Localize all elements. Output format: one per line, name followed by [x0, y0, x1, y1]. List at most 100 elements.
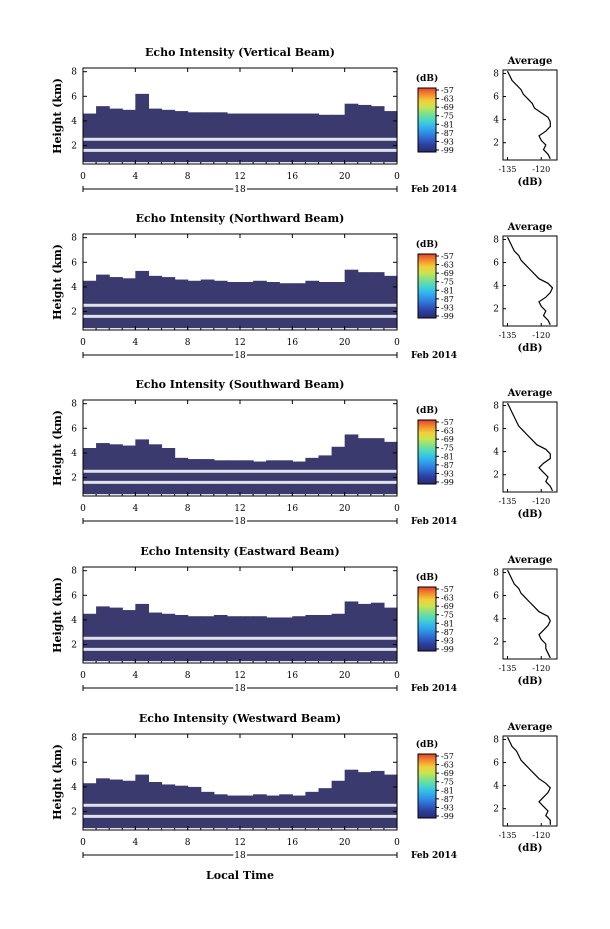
avg-x-tick-label: -135 — [499, 165, 517, 174]
avg-x-tick-label: -135 — [499, 497, 517, 506]
heatmap-column — [266, 795, 280, 829]
colorbar-tick-label: -75 — [441, 444, 454, 453]
heatmap-column — [161, 109, 176, 163]
heatmap-column — [213, 460, 228, 495]
avg-y-tick-label: 8 — [493, 69, 499, 79]
heatmap-column — [109, 108, 123, 163]
avg-frame — [502, 735, 558, 827]
heatmap-column — [213, 794, 228, 829]
heatmap-cells — [83, 93, 398, 163]
avg-x-tick-label: -120 — [532, 497, 550, 506]
colorbar-tick-label: -63 — [441, 761, 454, 770]
heatmap-column — [135, 774, 150, 829]
x-tick-label: 0 — [80, 838, 86, 848]
avg-profile-line — [506, 402, 554, 492]
x-tick-label: 0 — [394, 172, 400, 182]
y-tick-label: 6 — [71, 591, 77, 601]
heatmap-column — [122, 278, 136, 329]
panel-title: Echo Intensity (Westward Beam) — [139, 712, 341, 725]
colorbar-tick-label: -93 — [441, 803, 454, 812]
heatmap-column — [292, 461, 307, 495]
avg-x-tick-label: -120 — [532, 165, 550, 174]
day-label: 18 — [234, 351, 246, 361]
colorbar-tick-label: -75 — [441, 778, 454, 787]
colorbar-tick-label: -63 — [441, 261, 454, 270]
x-tick-label: 8 — [185, 504, 191, 514]
avg-title: Average — [507, 222, 553, 233]
colorbar-tick-label: -99 — [441, 812, 454, 821]
y-axis-label: Height (km) — [51, 577, 64, 653]
x-tick-label: 16 — [287, 671, 299, 681]
heatmap-column — [109, 607, 123, 662]
avg-frame — [502, 568, 558, 660]
heatmap-column — [370, 602, 385, 662]
heatmap-column — [96, 106, 110, 163]
avg-profile-line — [506, 569, 551, 659]
x-tick-label: 8 — [185, 838, 191, 848]
heatmap-column — [370, 770, 385, 829]
heatmap-column — [344, 601, 359, 662]
colorbar-tick-label: -57 — [441, 252, 454, 261]
x-tick-label: 20 — [339, 838, 351, 848]
avg-y-tick-label: 8 — [493, 735, 499, 745]
avg-title: Average — [507, 722, 553, 733]
colorbar-tick-label: -57 — [441, 86, 454, 95]
y-axis-label: Height (km) — [51, 744, 64, 820]
colorbar — [417, 87, 437, 153]
avg-y-tick-label: 6 — [493, 592, 499, 602]
avg-x-tick-label: -120 — [532, 664, 550, 673]
colorbar — [417, 586, 437, 652]
colorbar-tick-label: -75 — [441, 278, 454, 287]
day-label: 18 — [234, 684, 246, 694]
heatmap-column — [266, 460, 280, 495]
heatmap-column — [344, 103, 359, 163]
heatmap-column — [122, 109, 136, 163]
x-tick-label: 20 — [339, 338, 351, 348]
x-tick-label: 0 — [394, 838, 400, 848]
colorbar-tick-label: -99 — [441, 146, 454, 155]
y-tick-label: 4 — [71, 283, 77, 293]
heatmap-column — [226, 795, 241, 829]
avg-x-tick-label: -120 — [532, 331, 550, 340]
colorbar-tick-label: -69 — [441, 435, 454, 444]
avg-title: Average — [507, 56, 553, 67]
y-tick-label: 8 — [71, 567, 77, 577]
colorbar-tick-label: -81 — [441, 452, 454, 461]
heatmap-column — [135, 270, 150, 329]
y-tick-label: 6 — [71, 758, 77, 768]
x-tick-label: 4 — [132, 671, 138, 681]
date-label: Feb 2014 — [411, 185, 457, 195]
colorbar-tick-label: -57 — [441, 585, 454, 594]
heatmap-column — [96, 778, 110, 829]
y-tick-label: 8 — [71, 734, 77, 744]
avg-x-label: (dB) — [518, 676, 543, 687]
colorbar-tick-label: -99 — [441, 645, 454, 654]
x-tick-label: 0 — [80, 671, 86, 681]
x-tick-label: 12 — [234, 172, 245, 182]
y-tick-label: 2 — [71, 142, 77, 152]
heatmap-column — [187, 786, 202, 829]
heatmap-column — [357, 603, 372, 662]
heatmap-column — [148, 444, 163, 495]
heatmap-gap — [83, 814, 397, 818]
heatmap-column — [174, 785, 189, 829]
y-tick-label: 6 — [71, 424, 77, 434]
heatmap-column — [226, 460, 241, 495]
avg-x-label: (dB) — [518, 343, 543, 354]
heatmap-column — [253, 794, 267, 829]
y-axis-label: Height (km) — [51, 78, 64, 154]
panel-4: Echo Intensity (Eastward Beam) 2 4 6 8 Height… — [51, 545, 558, 696]
heatmap-column — [357, 772, 372, 829]
y-axis-label: Height (km) — [51, 244, 64, 320]
x-tick-label: 16 — [287, 504, 299, 514]
date-label: Feb 2014 — [411, 851, 457, 861]
heatmap-gap — [83, 647, 397, 651]
heatmap-column — [148, 275, 163, 329]
x-tick-label: 0 — [394, 671, 400, 681]
heatmap-gap — [83, 148, 397, 152]
colorbar-tick-label: -99 — [441, 478, 454, 487]
heatmap-column — [318, 788, 333, 829]
heatmap-column — [292, 795, 307, 829]
colorbar-tick-label: -87 — [441, 795, 454, 804]
y-tick-label: 8 — [71, 234, 77, 244]
